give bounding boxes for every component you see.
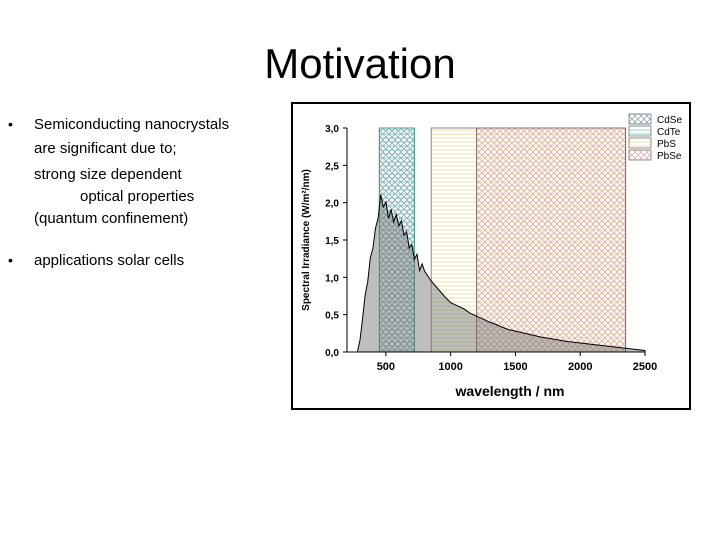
y-tick-label: 0,0 [325, 348, 339, 359]
legend-label-cdse: CdSe [657, 115, 682, 126]
legend-label-cdte: CdTe [657, 127, 681, 138]
spectrum-area [356, 194, 646, 353]
bullet-2-line-1: applications solar cells [34, 252, 185, 269]
x-tick-label: 500 [377, 361, 395, 373]
y-tick-label: 2,0 [325, 199, 339, 210]
legend-label-pbse: PbSe [657, 151, 682, 162]
solar-spectrum-chart: 0,0 0,5 1,0 1,5 2,0 2,5 3,0 500 1000 1500 2000 2500… [291, 102, 691, 410]
legend-swatch-cdte [628, 125, 652, 137]
y-tick-label: 1,0 [325, 273, 339, 284]
bullet-1-line-2: are significant due to; [34, 140, 177, 157]
chart-svg: 0,0 0,5 1,0 1,5 2,0 2,5 3,0 500 1000 1500 2000 2500… [301, 113, 682, 399]
legend-swatch-pbse [628, 149, 652, 161]
band-cdte [378, 127, 415, 353]
y-tick-label: 0,5 [325, 311, 339, 322]
bullet-1-line-5: (quantum confinement) [34, 210, 189, 227]
x-tick-label: 1000 [438, 361, 462, 373]
y-axis-label: Spectral Irradiance (W/m²/nm) [301, 169, 312, 311]
y-tick-label: 3,0 [325, 124, 339, 135]
x-tick-label: 2500 [633, 361, 657, 373]
bullet-marker: • [8, 252, 13, 268]
legend-swatch-cdse [628, 113, 652, 125]
x-tick-label: 1500 [503, 361, 527, 373]
bullet-marker: • [8, 116, 13, 132]
legend-swatch-pbs [628, 137, 652, 149]
legend-label-pbs: PbS [657, 139, 676, 150]
band-pbse [476, 127, 627, 353]
slide-title-text: Motivation [264, 40, 456, 87]
y-tick-label: 1,5 [325, 236, 339, 247]
slide-title: Motivation [0, 40, 720, 88]
bullet-1-line-3: strong size dependent [34, 166, 182, 183]
x-axis-label: wavelength / nm [455, 383, 565, 399]
bullet-1-line-1: Semiconducting nanocrystals [34, 116, 230, 133]
x-tick-label: 2000 [568, 361, 592, 373]
bullet-1-line-4: optical properties [80, 188, 195, 205]
y-tick-label: 2,5 [325, 161, 339, 172]
